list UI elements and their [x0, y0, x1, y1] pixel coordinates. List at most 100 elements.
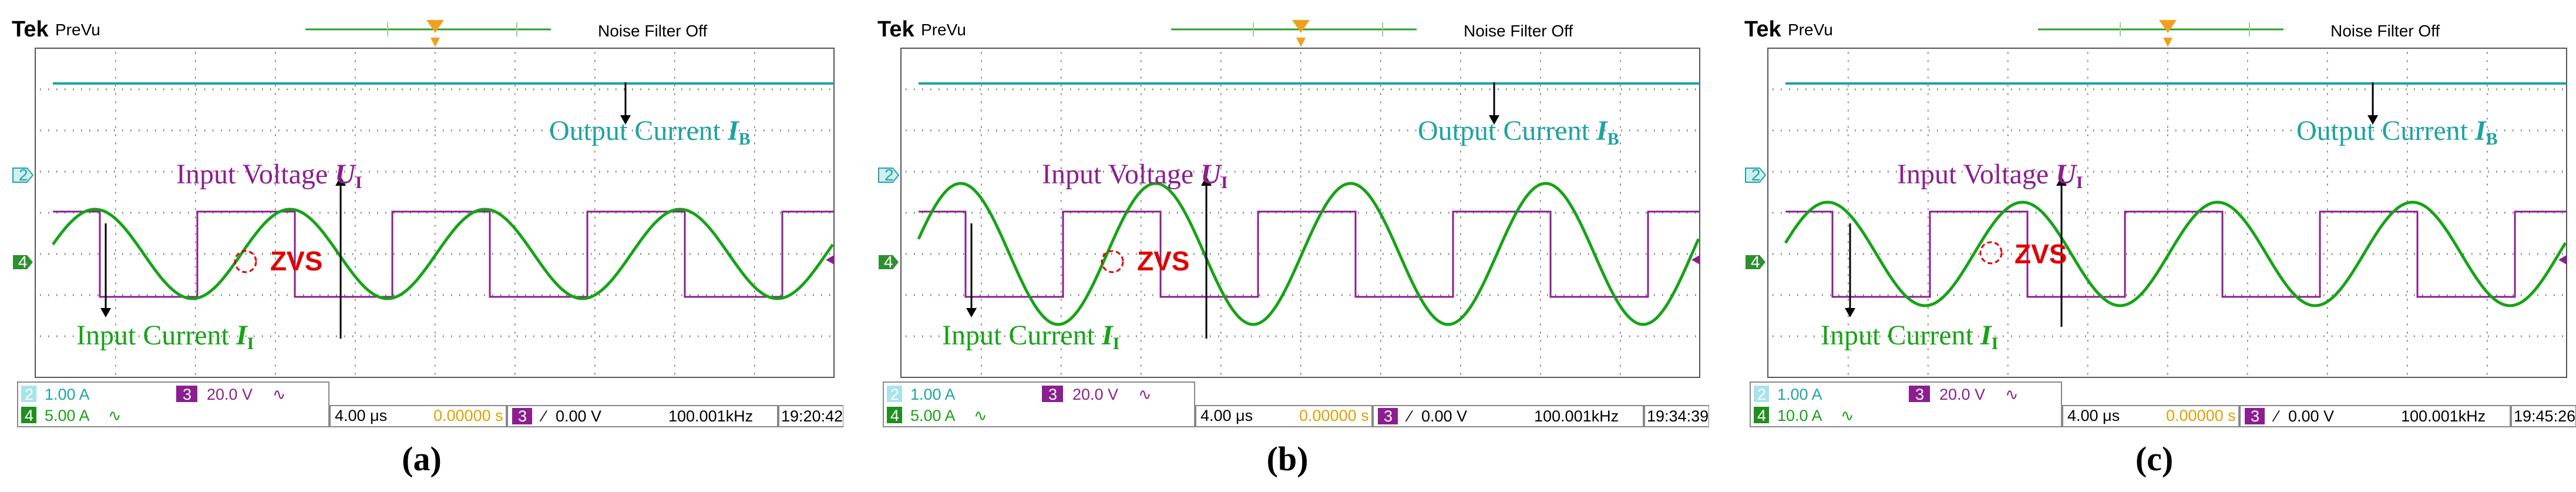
svg-text:0.00 V: 0.00 V — [556, 407, 601, 425]
trigger-position-icon[interactable] — [426, 20, 444, 47]
timestamp-readout: 19:20:42 — [778, 405, 843, 427]
ch3-readout[interactable]: 3 20.0 V ∿ — [1909, 386, 2019, 403]
scope-screenshot: Tek PreVu Noise Filter Off 2 4 Output Cu… — [12, 17, 843, 478]
svg-text:Output Current IB: Output Current IB — [549, 115, 751, 149]
scope-panel-c: Tek PreVu Noise Filter Off 2 4 Output Cu… — [1733, 0, 2576, 492]
ch3-ground-marker[interactable] — [1691, 255, 1700, 265]
horizontal-readout[interactable]: 4.00 μs 0.00000 s — [1195, 405, 1373, 427]
svg-text:0.00000 s: 0.00000 s — [2166, 407, 2236, 424]
ch4-readout[interactable]: 4 10.0 A ∿ — [1754, 407, 1854, 424]
input-voltage-annotation: Input Voltage UI — [1897, 159, 2083, 327]
svg-text:∿: ∿ — [974, 407, 987, 424]
ch4-readout[interactable]: 4 5.00 A ∿ — [21, 407, 122, 424]
svg-text:100.001kHz: 100.001kHz — [2401, 407, 2486, 425]
input-voltage-trace — [1785, 210, 2567, 298]
svg-text:100.001kHz: 100.001kHz — [1534, 407, 1619, 425]
noise-filter-status: Noise Filter Off — [1464, 22, 1573, 40]
ch4-ground-marker[interactable]: 4 — [879, 253, 899, 271]
figure-caption: (b) — [1267, 440, 1309, 478]
svg-text:20.0 V: 20.0 V — [207, 386, 253, 403]
brand-label: Tek — [12, 17, 49, 42]
input-current-trace — [51, 207, 835, 300]
ch3-ground-marker[interactable] — [826, 255, 834, 265]
svg-text:Input Voltage UI: Input Voltage UI — [1897, 159, 2083, 192]
trigger-position-icon[interactable] — [1292, 20, 1310, 47]
ch2-readout[interactable]: 2 1.00 A — [21, 386, 90, 403]
ch4-ground-marker[interactable]: 4 — [1746, 253, 1765, 271]
scope-panel-a: Tek PreVu Noise Filter Off 2 4 Output Cu… — [0, 0, 843, 492]
svg-text:∿: ∿ — [108, 407, 122, 424]
timestamp-readout: 19:34:39 — [1644, 405, 1709, 427]
ch2-readout[interactable]: 2 1.00 A — [887, 386, 956, 403]
input-current-annotation: Input Current II — [942, 223, 1119, 353]
horizontal-readout[interactable]: 4.00 μs 0.00000 s — [2062, 405, 2239, 427]
svg-text:2: 2 — [19, 166, 28, 184]
record-position-bar[interactable] — [2038, 22, 2284, 36]
brand-label: Tek — [877, 17, 915, 42]
status-bar: 2 1.00 A 4 5.00 A ∿ 3 20.0 V ∿ 4.00 μs 0… — [883, 381, 1709, 427]
svg-text:Input Voltage UI: Input Voltage UI — [176, 159, 362, 192]
horizontal-readout[interactable]: 4.00 μs 0.00000 s — [329, 405, 507, 427]
svg-text:Output Current IB: Output Current IB — [1418, 115, 1619, 149]
ch2-ground-marker[interactable]: 2 — [1745, 166, 1767, 184]
svg-text:ZVS: ZVS — [270, 246, 322, 276]
zvs-annotation: ZVS — [1101, 246, 1189, 276]
svg-text:2: 2 — [1757, 386, 1766, 403]
noise-filter-status: Noise Filter Off — [598, 22, 707, 40]
svg-text:4: 4 — [18, 253, 28, 271]
svg-text:Input Current II: Input Current II — [942, 320, 1119, 353]
zvs-annotation: ZVS — [234, 246, 322, 276]
svg-text:ZVS: ZVS — [1137, 246, 1189, 276]
trigger-readout[interactable]: 3 ∕ 0.00 V 100.001kHz — [507, 405, 778, 427]
svg-text:20.0 V: 20.0 V — [1939, 386, 1985, 403]
svg-text:1.00 A: 1.00 A — [910, 386, 956, 403]
ch2-ground-marker[interactable]: 2 — [878, 166, 900, 184]
ch3-readout[interactable]: 3 20.0 V ∿ — [1042, 386, 1152, 403]
svg-text:0.00000 s: 0.00000 s — [1299, 407, 1369, 424]
trigger-readout[interactable]: 3 ∕ 0.00 V 100.001kHz — [1373, 405, 1644, 427]
mode-label: PreVu — [921, 21, 966, 39]
svg-text:10.0 A: 10.0 A — [1777, 407, 1822, 424]
mode-label: PreVu — [55, 21, 100, 39]
svg-text:Output Current IB: Output Current IB — [2296, 115, 2498, 149]
svg-text:100.001kHz: 100.001kHz — [668, 407, 753, 425]
ch4-ground-marker[interactable]: 4 — [13, 253, 33, 271]
svg-text:4: 4 — [25, 407, 33, 424]
ch2-readout[interactable]: 2 1.00 A — [1754, 386, 1822, 403]
input-voltage-annotation: Input Voltage UI — [176, 159, 362, 339]
record-position-bar[interactable] — [305, 22, 551, 36]
svg-text:2: 2 — [885, 166, 894, 184]
svg-text:0.00000 s: 0.00000 s — [433, 407, 503, 424]
ch3-readout[interactable]: 3 20.0 V ∿ — [176, 386, 286, 403]
svg-text:4: 4 — [890, 407, 899, 424]
svg-text:20.0 V: 20.0 V — [1072, 386, 1118, 403]
svg-text:4: 4 — [884, 253, 893, 271]
svg-text:0.00 V: 0.00 V — [1421, 407, 1467, 425]
input-current-annotation: Input Current II — [76, 223, 254, 353]
trigger-readout[interactable]: 3 ∕ 0.00 V 100.001kHz — [2239, 405, 2511, 427]
ch4-readout[interactable]: 4 5.00 A ∿ — [887, 407, 987, 424]
svg-text:2: 2 — [25, 386, 33, 403]
output-current-annotation: Output Current IB — [2296, 82, 2498, 149]
ch3-ground-marker[interactable] — [2558, 255, 2567, 265]
svg-text:4: 4 — [1751, 253, 1760, 271]
scope-screenshot: Tek PreVu Noise Filter Off 2 4 Output Cu… — [1744, 17, 2576, 478]
ch2-ground-marker[interactable]: 2 — [12, 166, 34, 184]
figure-caption: (a) — [402, 440, 442, 478]
svg-text:ZVS: ZVS — [2015, 239, 2067, 269]
mode-label: PreVu — [1788, 21, 1833, 39]
svg-text:3: 3 — [1915, 386, 1924, 403]
svg-text:5.00 A: 5.00 A — [45, 407, 90, 424]
status-bar: 2 1.00 A 4 10.0 A ∿ 3 20.0 V ∿ 4.00 μs 0… — [1750, 381, 2576, 427]
record-position-bar[interactable] — [1171, 22, 1417, 36]
input-current-trace — [1784, 200, 2567, 307]
svg-text:∿: ∿ — [1138, 386, 1152, 403]
trigger-position-icon[interactable] — [2159, 20, 2177, 47]
svg-text:∿: ∿ — [1841, 407, 1854, 424]
svg-text:19:45:26: 19:45:26 — [2514, 407, 2575, 425]
scope-panel-b: Tek PreVu Noise Filter Off 2 4 Output Cu… — [866, 0, 1709, 492]
noise-filter-status: Noise Filter Off — [2330, 22, 2440, 40]
output-current-annotation: Output Current IB — [1418, 82, 1619, 149]
svg-text:Input Voltage UI: Input Voltage UI — [1042, 159, 1228, 192]
input-voltage-annotation: Input Voltage UI — [1042, 159, 1228, 339]
